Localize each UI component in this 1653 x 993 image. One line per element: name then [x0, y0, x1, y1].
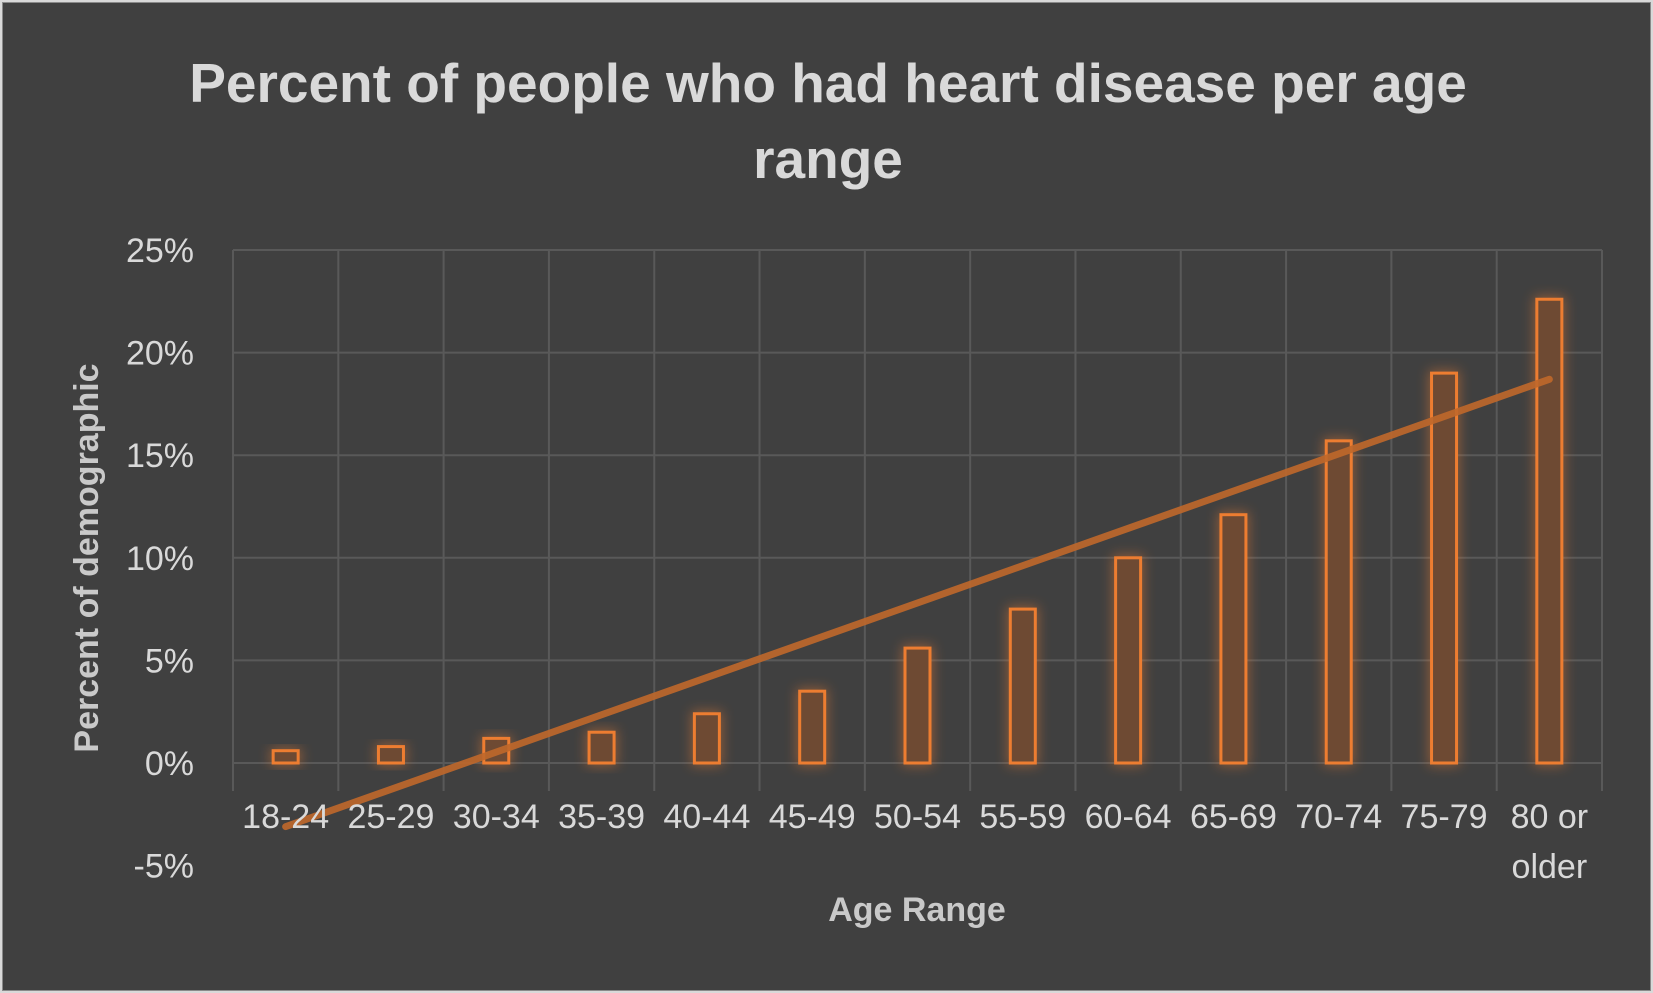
bar: [587, 730, 616, 765]
bar: [1535, 297, 1564, 765]
x-tick-label: 18-24: [242, 798, 329, 836]
y-tick-label: 25%: [126, 232, 194, 270]
chart-title: Percent of people who had heart disease …: [189, 52, 1467, 190]
x-tick-label: 40-44: [663, 798, 750, 836]
bar: [1430, 371, 1459, 765]
bar: [692, 712, 721, 765]
bar: [798, 689, 827, 765]
bar: [376, 745, 405, 765]
x-tick-label: 65-69: [1190, 798, 1277, 836]
y-tick-label: 0%: [145, 745, 194, 783]
y-tick-label: 20%: [126, 335, 194, 373]
x-tick-label: 55-59: [979, 798, 1066, 836]
y-tick-label: -5%: [134, 848, 194, 886]
x-tick-label: 60-64: [1085, 798, 1172, 836]
y-tick-label: 15%: [126, 437, 194, 475]
x-tick-label: 80 or older: [1511, 798, 1589, 886]
bar: [1324, 439, 1353, 765]
y-axis-title: Percent of demographic: [68, 363, 106, 752]
y-tick-label: 10%: [126, 540, 194, 578]
bar: [1008, 607, 1037, 765]
bar: [903, 646, 932, 765]
x-tick-label: 70-74: [1295, 798, 1382, 836]
bar: [271, 749, 300, 765]
x-axis-title: Age Range: [828, 891, 1006, 929]
x-tick-label: 50-54: [874, 798, 961, 836]
x-tick-label: 45-49: [769, 798, 856, 836]
y-tick-label: 5%: [145, 642, 194, 680]
x-tick-label: 35-39: [558, 798, 645, 836]
bar: [1114, 556, 1143, 765]
bar: [1219, 513, 1248, 765]
x-tick-label: 25-29: [347, 798, 434, 836]
trendline: [282, 375, 1553, 831]
x-tick-label: 30-34: [453, 798, 540, 836]
x-tick-label: 75-79: [1401, 798, 1488, 836]
